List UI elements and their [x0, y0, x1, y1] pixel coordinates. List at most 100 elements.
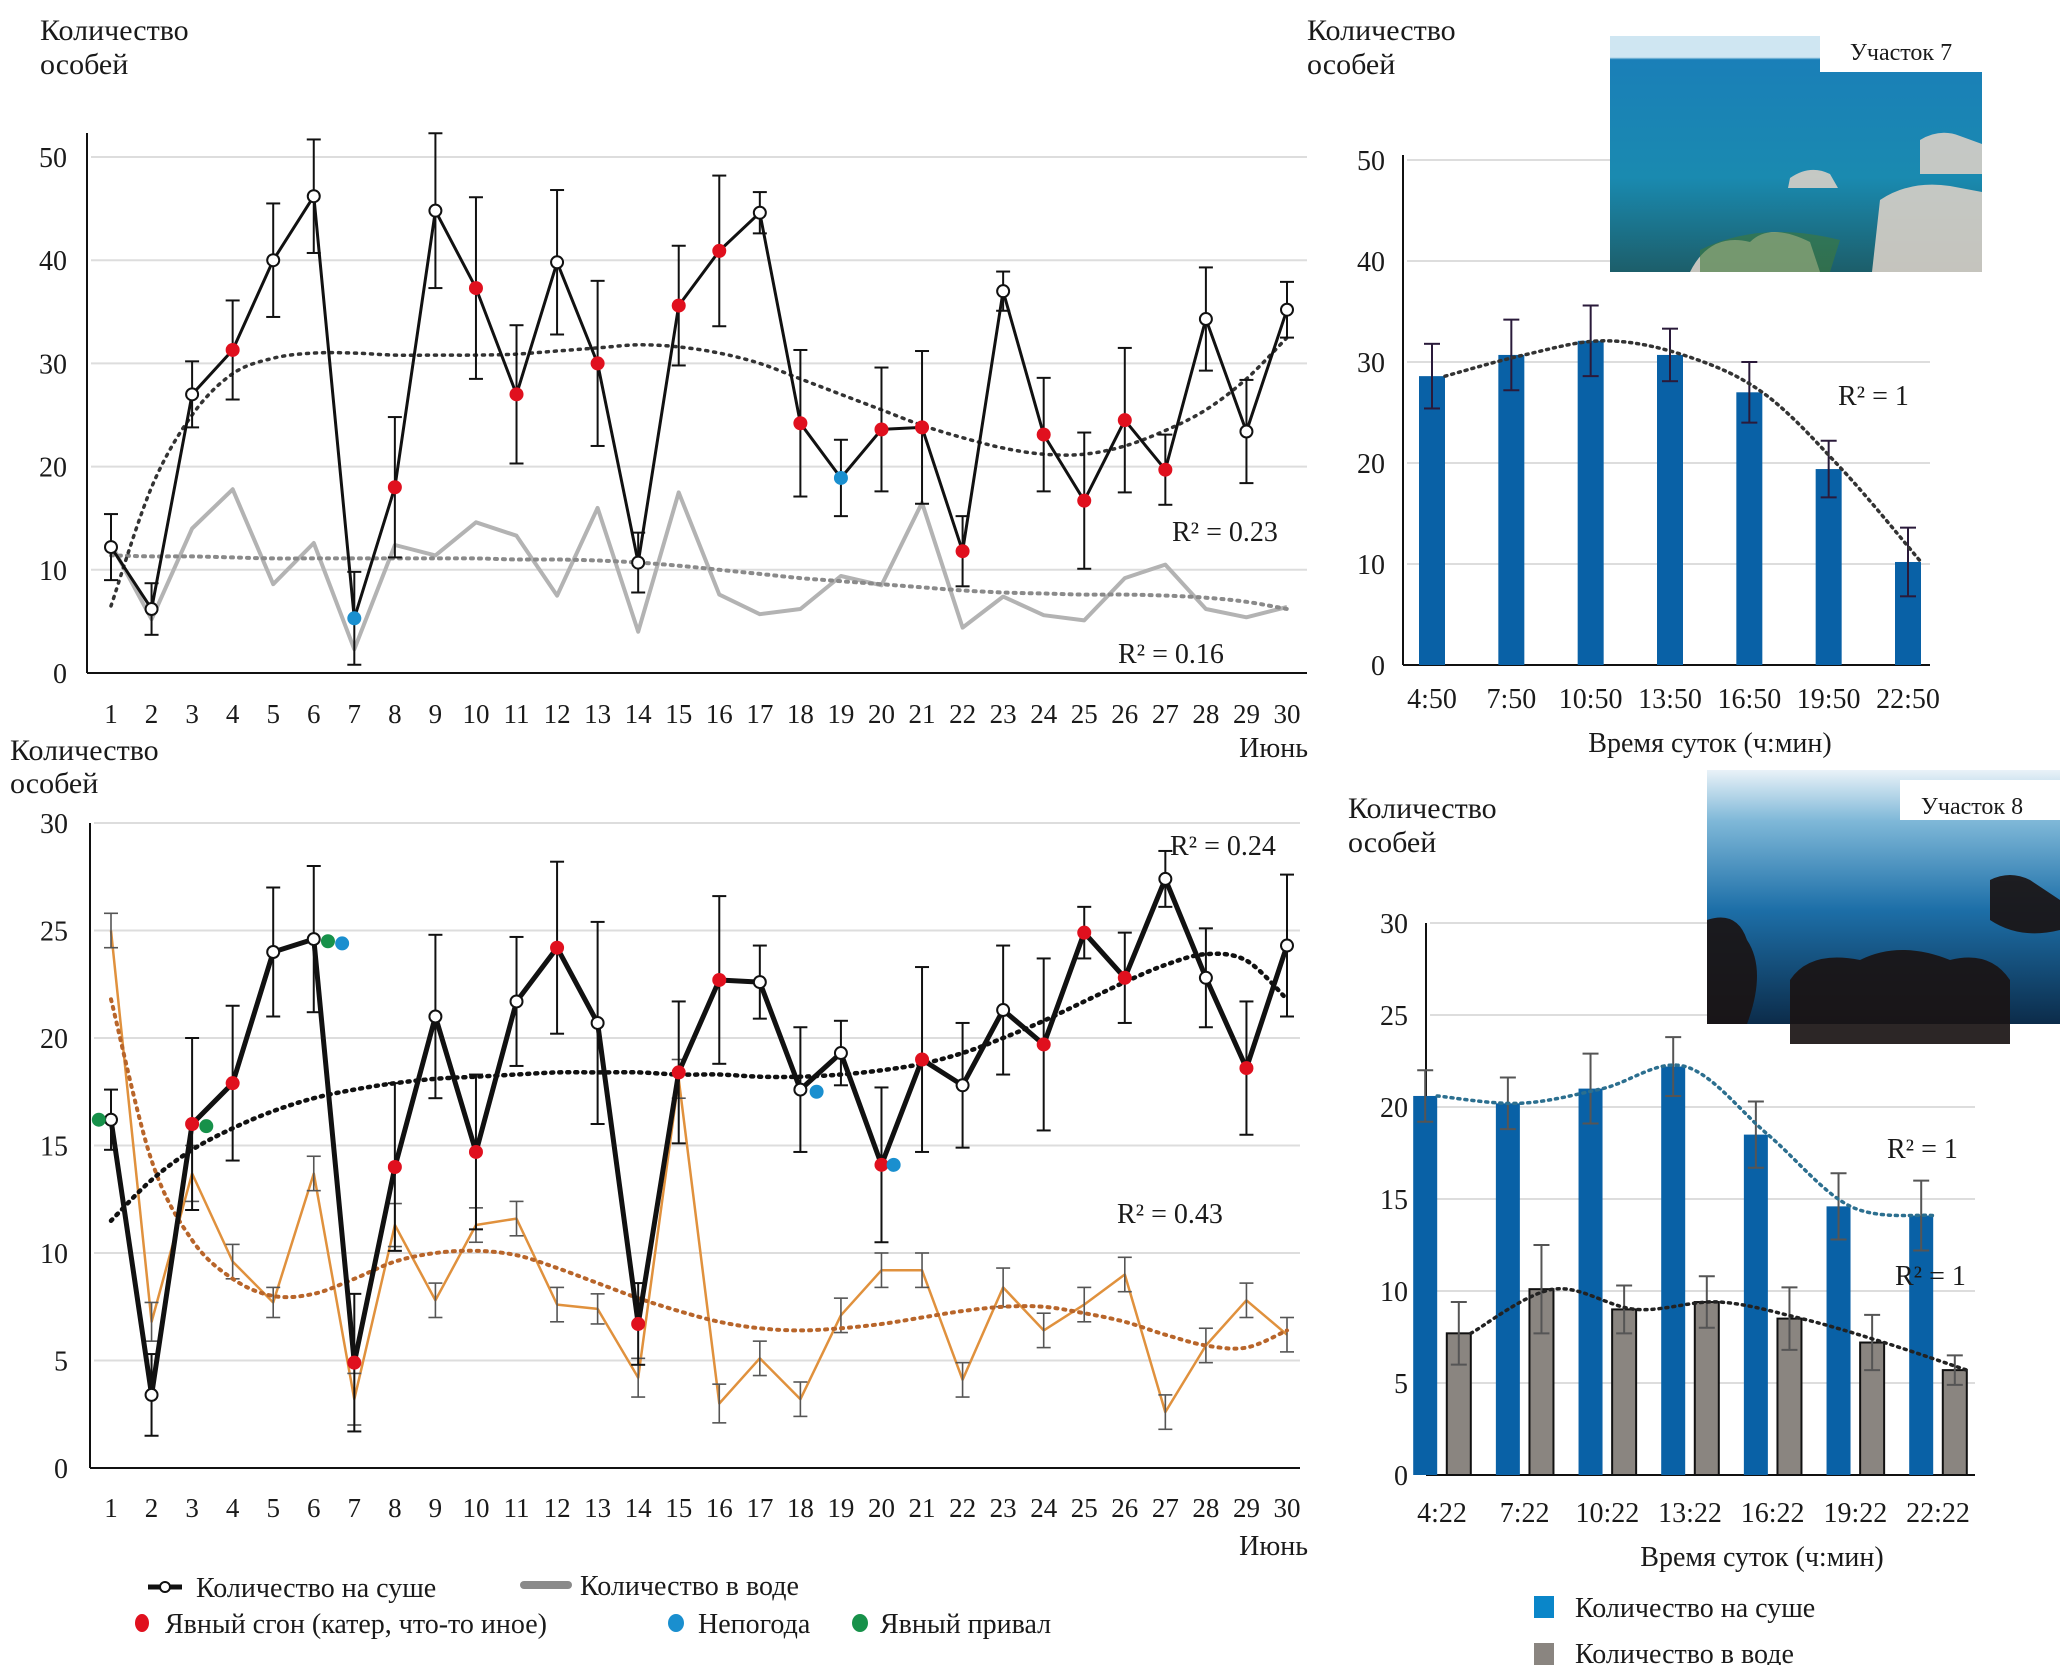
y-tick-label: 0	[54, 1454, 68, 1485]
x-tick-label: 8	[388, 699, 402, 729]
data-point	[752, 205, 767, 220]
y-axis-title-line2: особей	[1307, 48, 1395, 81]
x-tick-label: 15	[665, 699, 692, 729]
x-tick-label: 27	[1152, 699, 1179, 729]
plot-area	[104, 132, 1294, 666]
svg-text:Явный привал: Явный привал	[880, 1609, 1051, 1640]
y-tick-label: 10	[1380, 1277, 1408, 1308]
x-tick-label: 3	[185, 699, 199, 729]
x-tick-label: 11	[504, 699, 530, 729]
data-point-red	[225, 342, 240, 357]
x-tick-label: 29	[1233, 1493, 1260, 1523]
y-axis-title-line1: Количество	[1307, 14, 1456, 47]
bar	[1578, 1088, 1603, 1475]
r2-land: R² = 1	[1887, 1134, 1958, 1165]
y-tick-label: 10	[1357, 550, 1385, 581]
x-tick-label: 16	[706, 1493, 733, 1523]
x-axis-title: Время суток (ч:мин)	[1588, 728, 1831, 759]
data-point-red	[915, 1052, 930, 1067]
plot-area	[1419, 304, 1923, 665]
data-point-blue	[833, 470, 848, 485]
land-trendline	[108, 951, 1290, 1223]
x-tick-label: 9	[429, 699, 443, 729]
r2-land: R² = 0.23	[1172, 517, 1278, 548]
y-tick-label: 30	[40, 809, 68, 840]
x-tick-label: 19	[827, 1493, 854, 1523]
legend-item-green: Явный привал	[852, 1609, 1051, 1640]
y-tick-label: 50	[1357, 146, 1385, 177]
x-tick-label: 18	[787, 699, 814, 729]
y-tick-label: 30	[1380, 909, 1408, 940]
x-tick-label: 2	[145, 1493, 159, 1523]
data-point	[428, 1009, 443, 1024]
x-tick-label: 13	[584, 1493, 611, 1523]
data-point-blue	[347, 611, 362, 626]
bar	[1657, 354, 1683, 665]
data-point	[104, 1112, 118, 1127]
bar	[1815, 469, 1842, 665]
x-tick-label: 7:22	[1500, 1498, 1550, 1529]
x-tick-label: 28	[1192, 699, 1219, 729]
event-marker-blue	[809, 1084, 824, 1099]
data-point	[104, 540, 118, 555]
land-trendline	[109, 335, 1289, 608]
y-tick-label: 10	[39, 556, 67, 587]
legend-item-red: Явный сгон (катер, что-то иное)	[135, 1609, 547, 1640]
x-tick-label: 10	[462, 1493, 489, 1523]
x-tick-label: 7	[348, 1493, 362, 1523]
r2-water: R² = 0.43	[1117, 1199, 1223, 1230]
legend-right: Количество на суше Количество в воде	[1534, 1593, 1815, 1665]
r2-water: R² = 1	[1895, 1261, 1966, 1292]
bar	[1577, 340, 1604, 665]
x-axis-title: Июнь	[1239, 1531, 1308, 1562]
x-tick-label: 26	[1111, 1493, 1138, 1523]
x-tick-labels: 1 2 3 4 5 6 7 8 9 10 11 12 13 14 15 16 17 18 19 20 21 22 23 24 2…	[104, 699, 1300, 729]
x-tick-labels: 1 2 3 4 5 6 7 8 9 10 11 12 13 14 15 16 17 18 19 20 21 22 23 24 2…	[104, 1493, 1300, 1523]
event-marker-blue	[335, 936, 350, 951]
data-point	[955, 1078, 970, 1093]
data-point-red	[509, 387, 524, 402]
svg-text:Количество в воде: Количество в воде	[580, 1571, 799, 1602]
x-tick-label: 19:50	[1797, 684, 1861, 715]
data-point	[1158, 871, 1173, 886]
y-axis-title-line1: Количество	[1348, 792, 1497, 825]
data-point	[266, 253, 281, 268]
data-point	[306, 189, 321, 204]
r2-water: R² = 0.16	[1118, 639, 1224, 670]
data-point-red	[387, 480, 402, 495]
data-point-red	[347, 1355, 362, 1370]
bar	[1498, 354, 1525, 665]
y-tick-labels: 0 10 20 30 40 50	[1357, 146, 1385, 682]
x-tick-label: 12	[544, 1493, 571, 1523]
x-tick-label: 4:22	[1417, 1498, 1467, 1529]
x-tick-label: 18	[787, 1493, 814, 1523]
bar	[1661, 1066, 1686, 1475]
y-axis-title-line2: особей	[1348, 826, 1436, 859]
data-point-red	[1077, 925, 1092, 940]
data-point-red	[712, 972, 727, 987]
data-point-red	[550, 940, 565, 955]
legend-item-land: Количество на суше	[1534, 1593, 1815, 1624]
data-point-red	[225, 1076, 240, 1091]
data-point	[996, 284, 1011, 299]
event-marker-green	[91, 1112, 106, 1127]
x-tick-label: 4	[226, 699, 240, 729]
legend-item-water: Количество в воде	[1534, 1639, 1794, 1665]
water-line	[109, 487, 1288, 652]
y-tick-label: 5	[54, 1347, 68, 1378]
y-tick-label: 25	[40, 917, 68, 948]
x-tick-label: 21	[909, 699, 936, 729]
data-point	[1198, 970, 1213, 985]
site-7-label: Участок 7	[1850, 40, 1952, 66]
data-point-red	[1036, 427, 1051, 442]
x-tick-label: 16:50	[1717, 684, 1781, 715]
event-marker-green	[320, 934, 335, 949]
y-tick-label: 20	[1380, 1093, 1408, 1124]
r2-land: R² = 0.24	[1170, 831, 1276, 862]
y-tick-labels: 0 5 10 15 20 25 30	[1380, 909, 1408, 1492]
x-tick-label: 6	[307, 1493, 321, 1523]
data-point-red	[1036, 1037, 1051, 1052]
water-line	[109, 930, 1288, 1414]
x-tick-label: 24	[1030, 1493, 1058, 1523]
data-point	[590, 1015, 605, 1030]
